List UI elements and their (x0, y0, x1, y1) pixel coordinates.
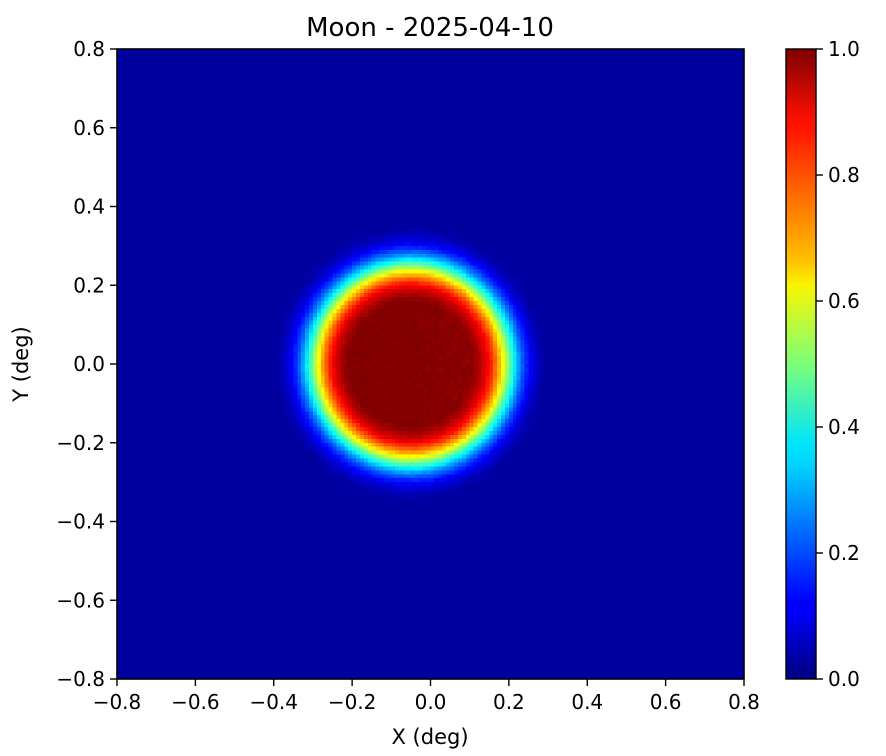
colorbar-axis: 0.0 0.2 0.4 0.6 0.8 1.0 (816, 37, 860, 691)
heatmap-image-holder (117, 49, 744, 679)
colorbar-tick-label: 0.2 (828, 541, 860, 565)
y-tick-label: −0.4 (56, 510, 105, 534)
x-tick-label: 0.4 (571, 690, 603, 714)
heatmap-image (117, 49, 744, 679)
colorbar-tick-label: 1.0 (828, 37, 860, 61)
y-tick-label: 0.0 (73, 352, 105, 376)
y-tick-label: 0.6 (73, 116, 105, 140)
y-tick-label: 0.4 (73, 195, 105, 219)
y-tick-label: −0.2 (56, 431, 105, 455)
y-axis: −0.8 −0.6 −0.4 −0.2 0.0 0.2 0.4 0.6 0.8 (56, 37, 117, 691)
x-tick-label: −0.6 (171, 690, 220, 714)
colorbar-gradient (785, 48, 817, 680)
colorbar-tick-label: 0.4 (828, 415, 860, 439)
y-tick-label: −0.6 (56, 588, 105, 612)
chart-title: Moon - 2025-04-10 (306, 13, 554, 43)
x-axis-label: X (deg) (391, 725, 468, 749)
x-tick-label: 0.0 (415, 690, 447, 714)
x-tick-label: −0.4 (249, 690, 298, 714)
heatmap-area (116, 48, 745, 680)
x-axis: −0.8 −0.6 −0.4 −0.2 0.0 0.2 0.4 0.6 0.8 (93, 679, 760, 714)
y-tick-label: −0.8 (56, 667, 105, 691)
x-tick-label: 0.2 (493, 690, 525, 714)
colorbar-tick-label: 0.0 (828, 667, 860, 691)
x-tick-label: −0.2 (328, 690, 377, 714)
colorbar-tick-label: 0.8 (828, 163, 860, 187)
y-tick-label: 0.8 (73, 37, 105, 61)
colorbar: 0.0 0.2 0.4 0.6 0.8 1.0 (785, 37, 860, 691)
y-axis-label: Y (deg) (9, 326, 33, 402)
x-tick-label: 0.8 (728, 690, 760, 714)
x-tick-label: −0.8 (93, 690, 142, 714)
colorbar-tick-label: 0.6 (828, 289, 860, 313)
y-tick-label: 0.2 (73, 273, 105, 297)
x-tick-label: 0.6 (650, 690, 682, 714)
